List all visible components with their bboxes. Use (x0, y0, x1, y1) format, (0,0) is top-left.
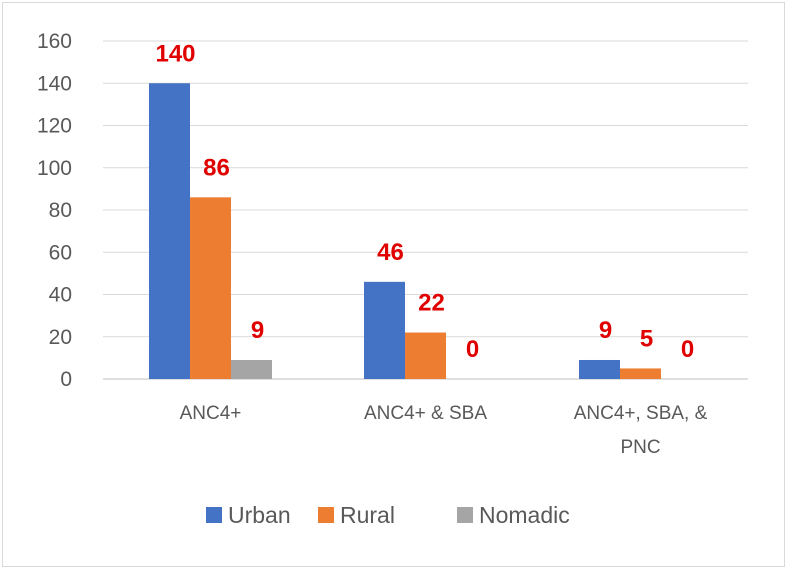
bar-nomadic (231, 359, 272, 379)
y-axis-ticks: 0 20 40 60 80 100 120 140 160 (37, 30, 72, 391)
bars (149, 83, 661, 379)
bar-urban (149, 83, 190, 379)
bar-rural (620, 368, 661, 379)
bar-urban (364, 281, 405, 379)
category-label: ANC4+, SBA, & (574, 403, 708, 424)
bar-rural (190, 197, 231, 379)
y-tick-label: 0 (60, 368, 72, 391)
category-label: PNC (620, 437, 660, 458)
y-tick-label: 140 (37, 72, 72, 95)
y-tick-label: 80 (49, 199, 72, 222)
legend: Urban Rural Nomadic (206, 502, 570, 528)
y-tick-label: 120 (37, 115, 72, 138)
data-label: 5 (640, 325, 653, 352)
legend-label: Urban (228, 502, 291, 528)
y-tick-label: 40 (49, 284, 72, 307)
y-tick-label: 160 (37, 30, 72, 53)
legend-swatch-urban (206, 507, 222, 523)
bar-rural (405, 332, 446, 379)
legend-label: Rural (340, 502, 395, 528)
data-label: 22 (418, 290, 445, 317)
category-label: ANC4+ & SBA (364, 403, 487, 424)
data-labels: 140 86 9 46 22 0 9 5 0 (155, 40, 694, 363)
data-label: 9 (251, 317, 264, 344)
legend-label: Nomadic (479, 502, 570, 528)
legend-swatch-nomadic (457, 507, 473, 523)
y-tick-label: 100 (37, 157, 72, 180)
x-axis-categories: ANC4+ ANC4+ & SBA ANC4+, SBA, & PNC (180, 403, 708, 458)
y-tick-label: 60 (49, 241, 72, 264)
bar-urban (579, 359, 620, 379)
data-label: 140 (155, 40, 195, 67)
data-label: 0 (681, 336, 694, 363)
y-tick-label: 20 (49, 326, 72, 349)
legend-swatch-rural (318, 507, 334, 523)
data-label: 0 (466, 336, 479, 363)
data-label: 86 (203, 154, 230, 181)
data-label: 46 (377, 239, 404, 266)
category-label: ANC4+ (180, 403, 242, 424)
data-label: 9 (599, 317, 612, 344)
